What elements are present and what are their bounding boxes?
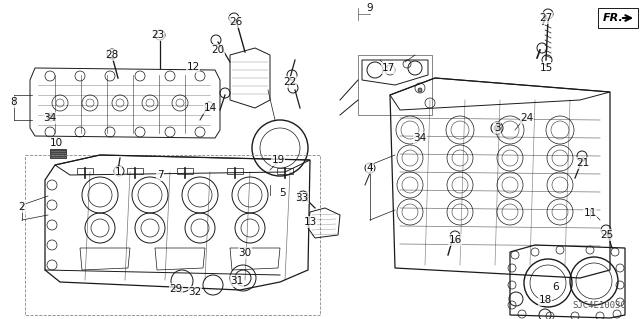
Text: 29: 29 [170, 284, 182, 294]
Text: 26: 26 [229, 17, 243, 27]
Text: 31: 31 [230, 276, 244, 286]
Text: 4: 4 [367, 163, 373, 173]
Circle shape [49, 115, 53, 119]
Text: 10: 10 [49, 138, 63, 148]
Text: 5: 5 [280, 188, 286, 198]
Text: 21: 21 [577, 158, 589, 168]
Text: 3: 3 [493, 123, 500, 133]
Text: 2: 2 [19, 202, 26, 212]
Text: 15: 15 [540, 63, 552, 73]
Text: 17: 17 [381, 63, 395, 73]
Circle shape [418, 88, 422, 92]
Text: 27: 27 [540, 13, 552, 23]
Text: 13: 13 [303, 217, 317, 227]
Text: 12: 12 [186, 62, 200, 72]
Text: 23: 23 [152, 30, 164, 40]
Text: 8: 8 [11, 97, 17, 107]
Text: 33: 33 [296, 193, 308, 203]
Circle shape [494, 125, 500, 131]
Text: 20: 20 [211, 45, 225, 55]
Text: 32: 32 [188, 287, 202, 297]
Text: 18: 18 [538, 295, 552, 305]
Text: 22: 22 [284, 77, 296, 87]
Text: 11: 11 [584, 208, 596, 218]
Polygon shape [50, 149, 66, 158]
Text: 24: 24 [520, 113, 534, 123]
Text: 7: 7 [157, 170, 163, 180]
Text: 34: 34 [44, 113, 56, 123]
Text: 14: 14 [204, 103, 216, 113]
Text: 34: 34 [413, 133, 427, 143]
Text: 25: 25 [600, 230, 614, 240]
Text: 9: 9 [367, 3, 373, 13]
Text: FR.: FR. [603, 13, 624, 23]
Text: 30: 30 [239, 248, 252, 258]
Text: 6: 6 [553, 282, 559, 292]
Text: 19: 19 [271, 155, 285, 165]
Text: 16: 16 [449, 235, 461, 245]
Text: 1: 1 [115, 167, 122, 177]
Text: SJC4E1003C: SJC4E1003C [572, 301, 626, 310]
Text: 28: 28 [106, 50, 118, 60]
